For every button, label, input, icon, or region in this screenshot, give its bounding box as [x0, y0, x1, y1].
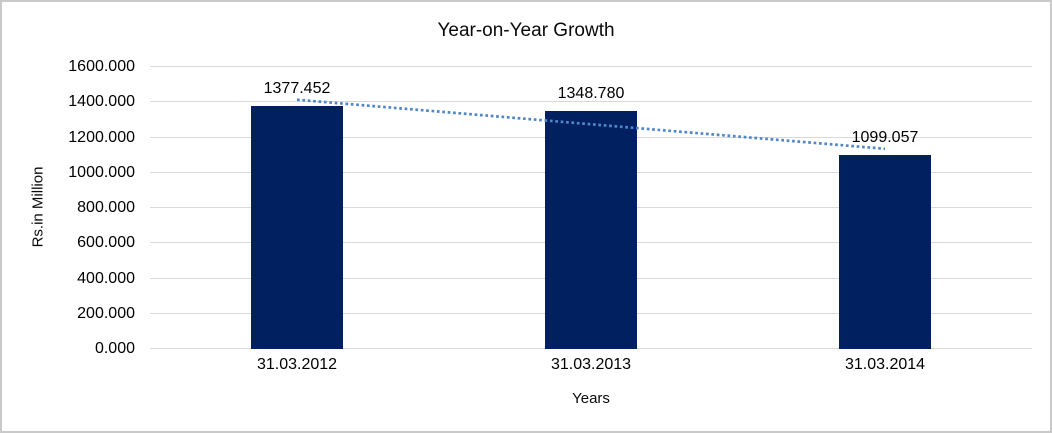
y-tick-label: 0.000	[94, 340, 135, 357]
data-label: 1377.452	[263, 80, 331, 98]
y-axis-tick-labels: 0.000 200.000 400.000 600.000 800.000 1000.00…	[2, 58, 138, 357]
x-category-label: 31.03.2012	[256, 356, 338, 373]
x-category-label: 31.03.2014	[844, 356, 926, 373]
x-axis-category-labels: 31.03.2012 31.03.2013 31.03.2014	[150, 355, 1032, 375]
y-tick-label: 400.000	[77, 269, 135, 287]
chart-title: Year-on-Year Growth	[437, 20, 615, 41]
y-tick-label: 800.000	[77, 199, 135, 216]
y-tick-label: 1600.000	[68, 58, 135, 75]
data-label: 1348.780	[557, 85, 625, 103]
y-tick-label: 1400.000	[68, 93, 135, 111]
data-label: 1099.057	[851, 129, 919, 147]
x-axis-title: Years	[572, 390, 610, 407]
bar-31.03.2013[interactable]	[545, 111, 637, 349]
y-tick-label: 200.000	[77, 304, 135, 322]
gridline	[150, 66, 1032, 67]
y-tick-label: 1200.000	[68, 128, 135, 146]
y-tick-label: 1000.000	[68, 163, 135, 181]
x-category-label: 31.03.2013	[550, 356, 632, 373]
bar-31.03.2012[interactable]	[251, 106, 343, 349]
bar-31.03.2014[interactable]	[839, 155, 931, 349]
y-tick-label: 600.000	[77, 234, 135, 252]
plot-area: 1377.452 1348.780 1099.057	[150, 66, 1032, 349]
